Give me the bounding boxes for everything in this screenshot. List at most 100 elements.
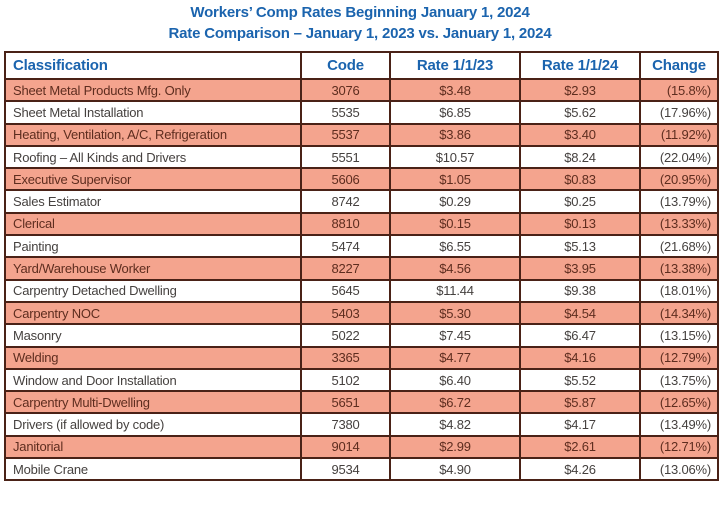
cell-rate-2023: $6.85 bbox=[389, 100, 521, 125]
cell-code: 5474 bbox=[300, 234, 391, 259]
cell-rate-2024: $0.83 bbox=[519, 167, 641, 192]
cell-change: (12.79%) bbox=[639, 345, 719, 370]
column-header-change: Change bbox=[639, 51, 719, 80]
cell-code: 5102 bbox=[300, 367, 391, 393]
cell-rate-2024: $2.93 bbox=[519, 77, 641, 103]
cell-classification: Carpentry NOC bbox=[4, 300, 302, 326]
cell-rate-2024: $5.62 bbox=[519, 100, 641, 125]
cell-rate-2024: $3.95 bbox=[519, 256, 641, 281]
cell-change: (13.33%) bbox=[639, 211, 719, 237]
cell-classification: Window and Door Installation bbox=[4, 367, 302, 393]
table-row: Welding 3365 $4.77 $4.16 (12.79%) bbox=[4, 345, 719, 370]
cell-change: (11.92%) bbox=[639, 122, 719, 147]
cell-change: (12.65%) bbox=[639, 390, 719, 415]
cell-rate-2023: $6.55 bbox=[389, 234, 521, 259]
title-line-2: Rate Comparison – January 1, 2023 vs. Ja… bbox=[168, 25, 552, 42]
cell-rate-2024: $0.13 bbox=[519, 211, 641, 237]
cell-rate-2024: $5.87 bbox=[519, 390, 641, 415]
cell-rate-2023: $6.40 bbox=[389, 367, 521, 393]
table-body: Sheet Metal Products Mfg. Only 3076 $3.48 $… bbox=[4, 77, 719, 482]
cell-classification: Welding bbox=[4, 345, 302, 370]
cell-code: 5537 bbox=[300, 122, 391, 147]
cell-rate-2023: $0.29 bbox=[389, 189, 521, 214]
cell-code: 7380 bbox=[300, 412, 391, 437]
cell-code: 5651 bbox=[300, 390, 391, 415]
cell-change: (13.15%) bbox=[639, 323, 719, 348]
cell-classification: Masonry bbox=[4, 323, 302, 348]
table-row: Heating, Ventilation, A/C, Refrigeration… bbox=[4, 122, 719, 147]
cell-change: (22.04%) bbox=[639, 144, 719, 170]
cell-rate-2023: $1.05 bbox=[389, 167, 521, 192]
cell-rate-2024: $4.54 bbox=[519, 300, 641, 326]
cell-code: 8810 bbox=[300, 211, 391, 237]
cell-code: 5551 bbox=[300, 144, 391, 170]
cell-code: 5606 bbox=[300, 167, 391, 192]
cell-classification: Sales Estimator bbox=[4, 189, 302, 214]
table-row: Sheet Metal Products Mfg. Only 3076 $3.48 $… bbox=[4, 77, 719, 103]
cell-change: (13.75%) bbox=[639, 367, 719, 393]
cell-change: (21.68%) bbox=[639, 234, 719, 259]
table-row: Sales Estimator 8742 $0.29 $0.25 (13.79%) bbox=[4, 189, 719, 214]
cell-rate-2023: $5.30 bbox=[389, 300, 521, 326]
table-row: Clerical 8810 $0.15 $0.13 (13.33%) bbox=[4, 211, 719, 237]
cell-code: 5535 bbox=[300, 100, 391, 125]
cell-change: (17.96%) bbox=[639, 100, 719, 125]
cell-classification: Carpentry Detached Dwelling bbox=[4, 278, 302, 303]
cell-rate-2024: $4.16 bbox=[519, 345, 641, 370]
cell-change: (13.38%) bbox=[639, 256, 719, 281]
cell-rate-2024: $3.40 bbox=[519, 122, 641, 147]
cell-classification: Carpentry Multi-Dwelling bbox=[4, 390, 302, 415]
cell-rate-2023: $3.86 bbox=[389, 122, 521, 147]
column-header-rate-2024: Rate 1/1/24 bbox=[519, 51, 641, 80]
page-title: Workers’ Comp Rates Beginning January 1,… bbox=[0, 0, 720, 44]
column-header-classification: Classification bbox=[4, 51, 302, 80]
cell-rate-2024: $2.61 bbox=[519, 434, 641, 460]
cell-rate-2024: $5.52 bbox=[519, 367, 641, 393]
cell-rate-2023: $3.48 bbox=[389, 77, 521, 103]
table-row: Mobile Crane 9534 $4.90 $4.26 (13.06%) bbox=[4, 457, 719, 482]
cell-classification: Drivers (if allowed by code) bbox=[4, 412, 302, 437]
cell-change: (20.95%) bbox=[639, 167, 719, 192]
table-row: Sheet Metal Installation 5535 $6.85 $5.62 (1… bbox=[4, 100, 719, 125]
cell-change: (13.79%) bbox=[639, 189, 719, 214]
cell-change: (14.34%) bbox=[639, 300, 719, 326]
cell-change: (15.8%) bbox=[639, 77, 719, 103]
table-row: Janitorial 9014 $2.99 $2.61 (12.71%) bbox=[4, 434, 719, 460]
column-header-code: Code bbox=[300, 51, 391, 80]
cell-classification: Sheet Metal Installation bbox=[4, 100, 302, 125]
cell-classification: Roofing – All Kinds and Drivers bbox=[4, 144, 302, 170]
cell-rate-2023: $0.15 bbox=[389, 211, 521, 237]
cell-code: 3076 bbox=[300, 77, 391, 103]
cell-code: 5022 bbox=[300, 323, 391, 348]
header-row: Classification Code Rate 1/1/23 Rate 1/1… bbox=[4, 51, 719, 80]
table-row: Carpentry Detached Dwelling 5645 $11.44 $9.… bbox=[4, 278, 719, 303]
rates-comparison-table: Classification Code Rate 1/1/23 Rate 1/1… bbox=[4, 51, 719, 482]
table-row: Executive Supervisor 5606 $1.05 $0.83 (20.95… bbox=[4, 167, 719, 192]
cell-change: (12.71%) bbox=[639, 434, 719, 460]
table-row: Carpentry NOC 5403 $5.30 $4.54 (14.34%) bbox=[4, 300, 719, 326]
cell-rate-2024: $8.24 bbox=[519, 144, 641, 170]
cell-rate-2023: $10.57 bbox=[389, 144, 521, 170]
cell-code: 3365 bbox=[300, 345, 391, 370]
cell-rate-2024: $5.13 bbox=[519, 234, 641, 259]
cell-code: 5403 bbox=[300, 300, 391, 326]
table-row: Window and Door Installation 5102 $6.40 $5.… bbox=[4, 367, 719, 393]
cell-change: (13.06%) bbox=[639, 457, 719, 482]
cell-rate-2024: $4.26 bbox=[519, 457, 641, 482]
cell-rate-2024: $6.47 bbox=[519, 323, 641, 348]
table-row: Carpentry Multi-Dwelling 5651 $6.72 $5.87 (1… bbox=[4, 390, 719, 415]
cell-rate-2023: $4.90 bbox=[389, 457, 521, 482]
cell-rate-2023: $4.82 bbox=[389, 412, 521, 437]
cell-rate-2024: $9.38 bbox=[519, 278, 641, 303]
cell-classification: Clerical bbox=[4, 211, 302, 237]
table-row: Masonry 5022 $7.45 $6.47 (13.15%) bbox=[4, 323, 719, 348]
cell-rate-2023: $2.99 bbox=[389, 434, 521, 460]
cell-classification: Sheet Metal Products Mfg. Only bbox=[4, 77, 302, 103]
cell-rate-2023: $4.77 bbox=[389, 345, 521, 370]
cell-code: 8742 bbox=[300, 189, 391, 214]
cell-rate-2023: $6.72 bbox=[389, 390, 521, 415]
cell-code: 9014 bbox=[300, 434, 391, 460]
table-row: Roofing – All Kinds and Drivers 5551 $10.5… bbox=[4, 144, 719, 170]
column-header-rate-2023: Rate 1/1/23 bbox=[389, 51, 521, 80]
title-line-1: Workers’ Comp Rates Beginning January 1,… bbox=[190, 4, 530, 21]
